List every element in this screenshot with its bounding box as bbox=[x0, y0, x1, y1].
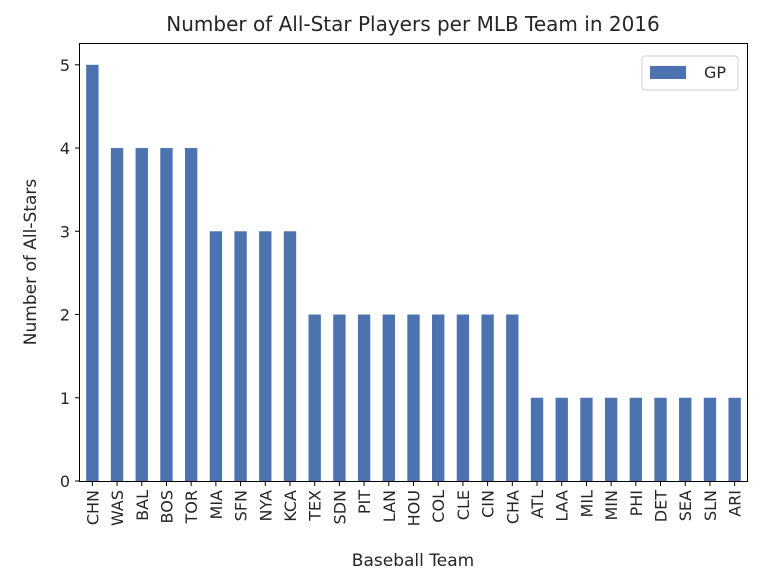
bar-tex bbox=[308, 314, 321, 481]
x-tick-label: SFN bbox=[232, 490, 251, 521]
bar-mia bbox=[209, 231, 223, 481]
bar-chn bbox=[86, 64, 99, 482]
x-tick-label: TEX bbox=[306, 490, 325, 522]
bar-col bbox=[432, 314, 445, 481]
x-tick-label: LAA bbox=[553, 490, 572, 522]
chart-title: Number of All-Star Players per MLB Team … bbox=[166, 12, 660, 36]
x-tick-label: WAS bbox=[108, 490, 127, 526]
bar-tor bbox=[184, 148, 198, 482]
bar-sea bbox=[679, 397, 692, 481]
x-tick-label: CHA bbox=[503, 490, 522, 524]
x-tick-label: BAL bbox=[133, 490, 152, 521]
plot-frame bbox=[79, 43, 748, 482]
x-tick-label: DET bbox=[652, 490, 671, 522]
bar-bos bbox=[160, 148, 173, 482]
bar-lan bbox=[382, 314, 395, 481]
y-tick-label: 5 bbox=[60, 56, 70, 75]
x-tick-label: TOR bbox=[182, 490, 201, 524]
bar-pit bbox=[357, 314, 371, 481]
y-tick-label: 4 bbox=[60, 139, 70, 158]
x-tick-label: BOS bbox=[157, 490, 176, 523]
bar-group bbox=[86, 64, 741, 482]
legend-box bbox=[641, 55, 739, 91]
bar-cin bbox=[481, 314, 494, 481]
bar-cha bbox=[506, 314, 519, 481]
bar-det bbox=[654, 397, 667, 481]
bar-min bbox=[604, 397, 618, 481]
x-tick-label: LAN bbox=[380, 490, 399, 522]
y-tick-label: 2 bbox=[60, 306, 70, 325]
y-tick-label: 0 bbox=[60, 472, 70, 491]
y-axis: 0 1 2 3 4 5 bbox=[60, 56, 80, 491]
x-tick-label: COL bbox=[429, 490, 448, 523]
x-tick-label: CLE bbox=[454, 490, 473, 520]
bar-bal bbox=[135, 148, 148, 482]
y-tick-label: 1 bbox=[60, 389, 70, 408]
bar-sfn bbox=[234, 231, 247, 481]
y-tick-label: 3 bbox=[60, 222, 70, 241]
x-tick-label: ARI bbox=[726, 490, 745, 517]
bar-was bbox=[110, 148, 124, 482]
y-axis-label: Number of All-Stars bbox=[21, 179, 41, 346]
x-tick-label: SLN bbox=[701, 490, 720, 521]
x-tick-label: ATL bbox=[528, 490, 547, 518]
x-tick-label: KCA bbox=[281, 490, 300, 522]
x-tick-label: CHN bbox=[83, 490, 102, 525]
bar-cle bbox=[456, 314, 470, 481]
x-tick-label: PIT bbox=[355, 490, 374, 514]
x-tick-label: CIN bbox=[479, 490, 498, 518]
bar-sdn bbox=[333, 314, 346, 481]
x-tick-label: SDN bbox=[330, 490, 349, 524]
legend-swatch bbox=[650, 66, 686, 79]
x-axis: CHN WAS BAL BOS TOR MIA SFN NYA KCA TEX SDN PIT LAN H… bbox=[83, 481, 745, 526]
legend-label: GP bbox=[704, 63, 726, 82]
x-axis-label: Baseball Team bbox=[352, 551, 474, 571]
x-tick-label: HOU bbox=[405, 490, 424, 526]
bar-nya bbox=[259, 231, 272, 481]
bar-phi bbox=[629, 397, 643, 481]
bar-sln bbox=[703, 397, 717, 481]
x-tick-label: MIN bbox=[602, 490, 621, 521]
bar-hou bbox=[407, 314, 420, 481]
bar-atl bbox=[530, 397, 544, 481]
legend: GP bbox=[641, 55, 739, 91]
x-tick-label: MIL bbox=[577, 490, 596, 518]
bar-laa bbox=[555, 397, 568, 481]
x-tick-label: PHI bbox=[627, 490, 646, 516]
bar-kca bbox=[283, 231, 297, 481]
bar-ari bbox=[728, 397, 741, 481]
bar-mil bbox=[580, 397, 593, 481]
x-tick-label: SEA bbox=[676, 490, 695, 521]
x-tick-label: NYA bbox=[256, 490, 275, 522]
x-tick-label: MIA bbox=[207, 490, 226, 520]
